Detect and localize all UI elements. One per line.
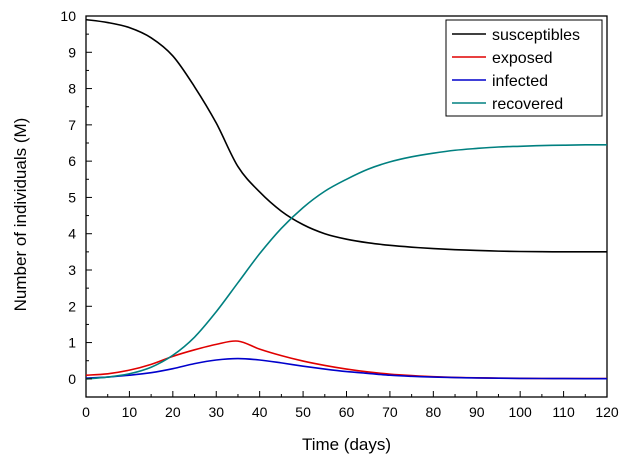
y-tick-label: 2 [68,298,76,314]
x-tick-label: 10 [122,404,138,420]
series-line-exposed [85,340,607,380]
series-lines [85,18,608,380]
series-line-recovered [85,143,608,380]
y-tick-label: 3 [68,262,76,278]
x-tick-label: 70 [382,404,398,420]
x-tick-label: 90 [469,404,485,420]
x-tick-label: 30 [208,404,224,420]
y-tick-label: 1 [68,335,76,351]
x-tick-label: 100 [508,404,532,420]
legend-label-infected: infected [492,73,548,90]
x-tick-label: 60 [339,404,355,420]
legend-label-exposed: exposed [492,50,553,67]
y-tick-label: 10 [60,8,76,24]
x-axis-title: Time (days) [302,435,391,454]
x-tick-label: 110 [552,404,575,420]
legend-label-susceptibles: susceptibles [492,27,580,44]
y-axis: 0 1 2 3 4 5 6 7 8 9 10 [60,8,92,387]
x-axis: 0 10 20 30 40 50 60 70 80 90 100 110 120 [82,391,619,420]
y-tick-label: 7 [68,117,76,133]
y-tick-label: 4 [68,226,76,242]
x-tick-label: 0 [82,404,90,420]
legend-box [445,19,603,117]
y-tick-label: 0 [68,371,76,387]
y-tick-label: 9 [68,44,76,60]
series-line-infected [85,357,608,380]
x-tick-label: 120 [595,404,619,420]
x-tick-label: 50 [295,404,311,420]
y-tick-label: 5 [68,189,76,205]
x-tick-label: 80 [426,404,442,420]
y-tick-label: 8 [68,81,76,97]
y-axis-title: Number of individuals (M) [11,118,30,312]
series-line-susceptibles [85,18,607,253]
legend-label-recovered: recovered [492,96,563,113]
x-tick-label: 40 [252,404,268,420]
y-tick-label: 6 [68,153,76,169]
legend: susceptibles exposed infected recovered [445,19,603,117]
x-tick-label: 20 [165,404,181,420]
